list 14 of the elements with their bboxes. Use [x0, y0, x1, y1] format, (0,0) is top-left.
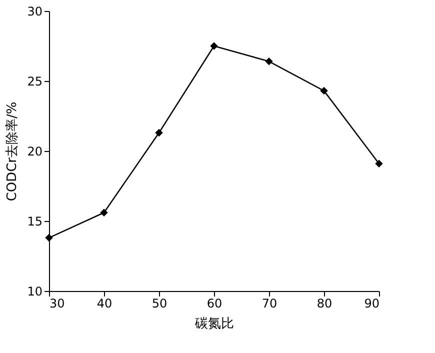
y-tick-label: 25 — [27, 74, 42, 88]
x-tick-label: 60 — [206, 296, 222, 310]
y-tick-label: 20 — [27, 144, 42, 158]
y-tick-label: 30 — [27, 4, 42, 18]
y-tick-label: 15 — [27, 214, 42, 228]
x-tick-label: 30 — [50, 296, 65, 310]
x-tick-label: 80 — [316, 296, 332, 310]
x-tick-label: 50 — [152, 296, 168, 310]
x-tick-label: 70 — [262, 296, 278, 310]
y-axis-title: CODCr去除率/% — [4, 102, 20, 202]
x-tick-label: 40 — [96, 296, 112, 310]
y-tick-label: 10 — [27, 284, 42, 298]
x-tick-label: 90 — [364, 296, 380, 310]
x-axis-title: 碳氮比 — [194, 316, 234, 332]
